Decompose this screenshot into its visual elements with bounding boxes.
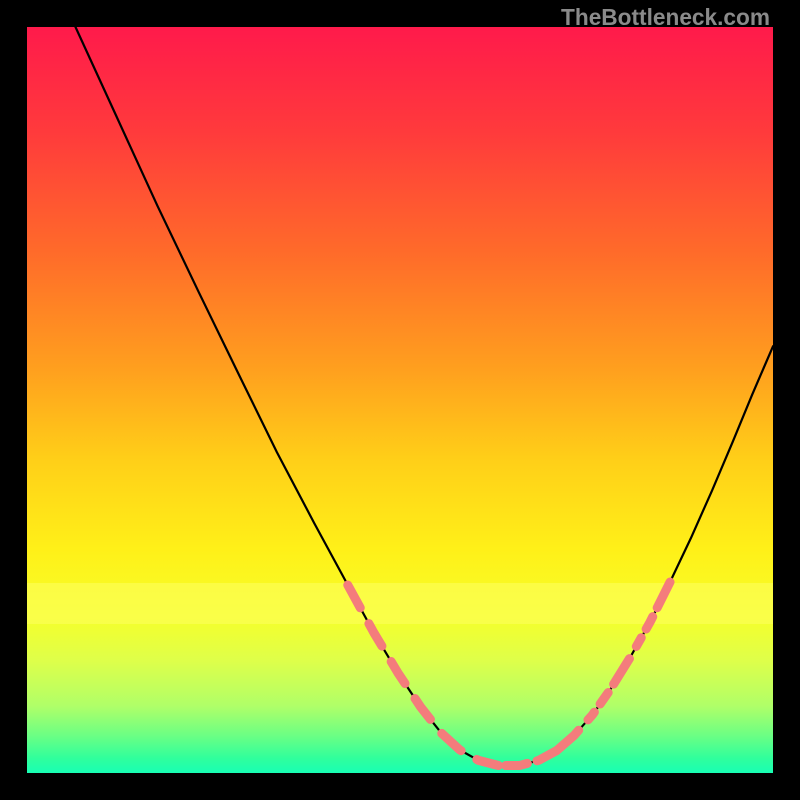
chart-canvas: TheBottleneck.com <box>0 0 800 800</box>
watermark-text: TheBottleneck.com <box>561 4 770 31</box>
bottleneck-curve <box>75 27 773 766</box>
plot-area <box>27 27 773 773</box>
salmon-overlay-left <box>348 585 499 766</box>
curve-layer <box>27 27 773 773</box>
salmon-overlay-right <box>557 582 670 751</box>
salmon-overlay-bottom <box>478 751 556 766</box>
